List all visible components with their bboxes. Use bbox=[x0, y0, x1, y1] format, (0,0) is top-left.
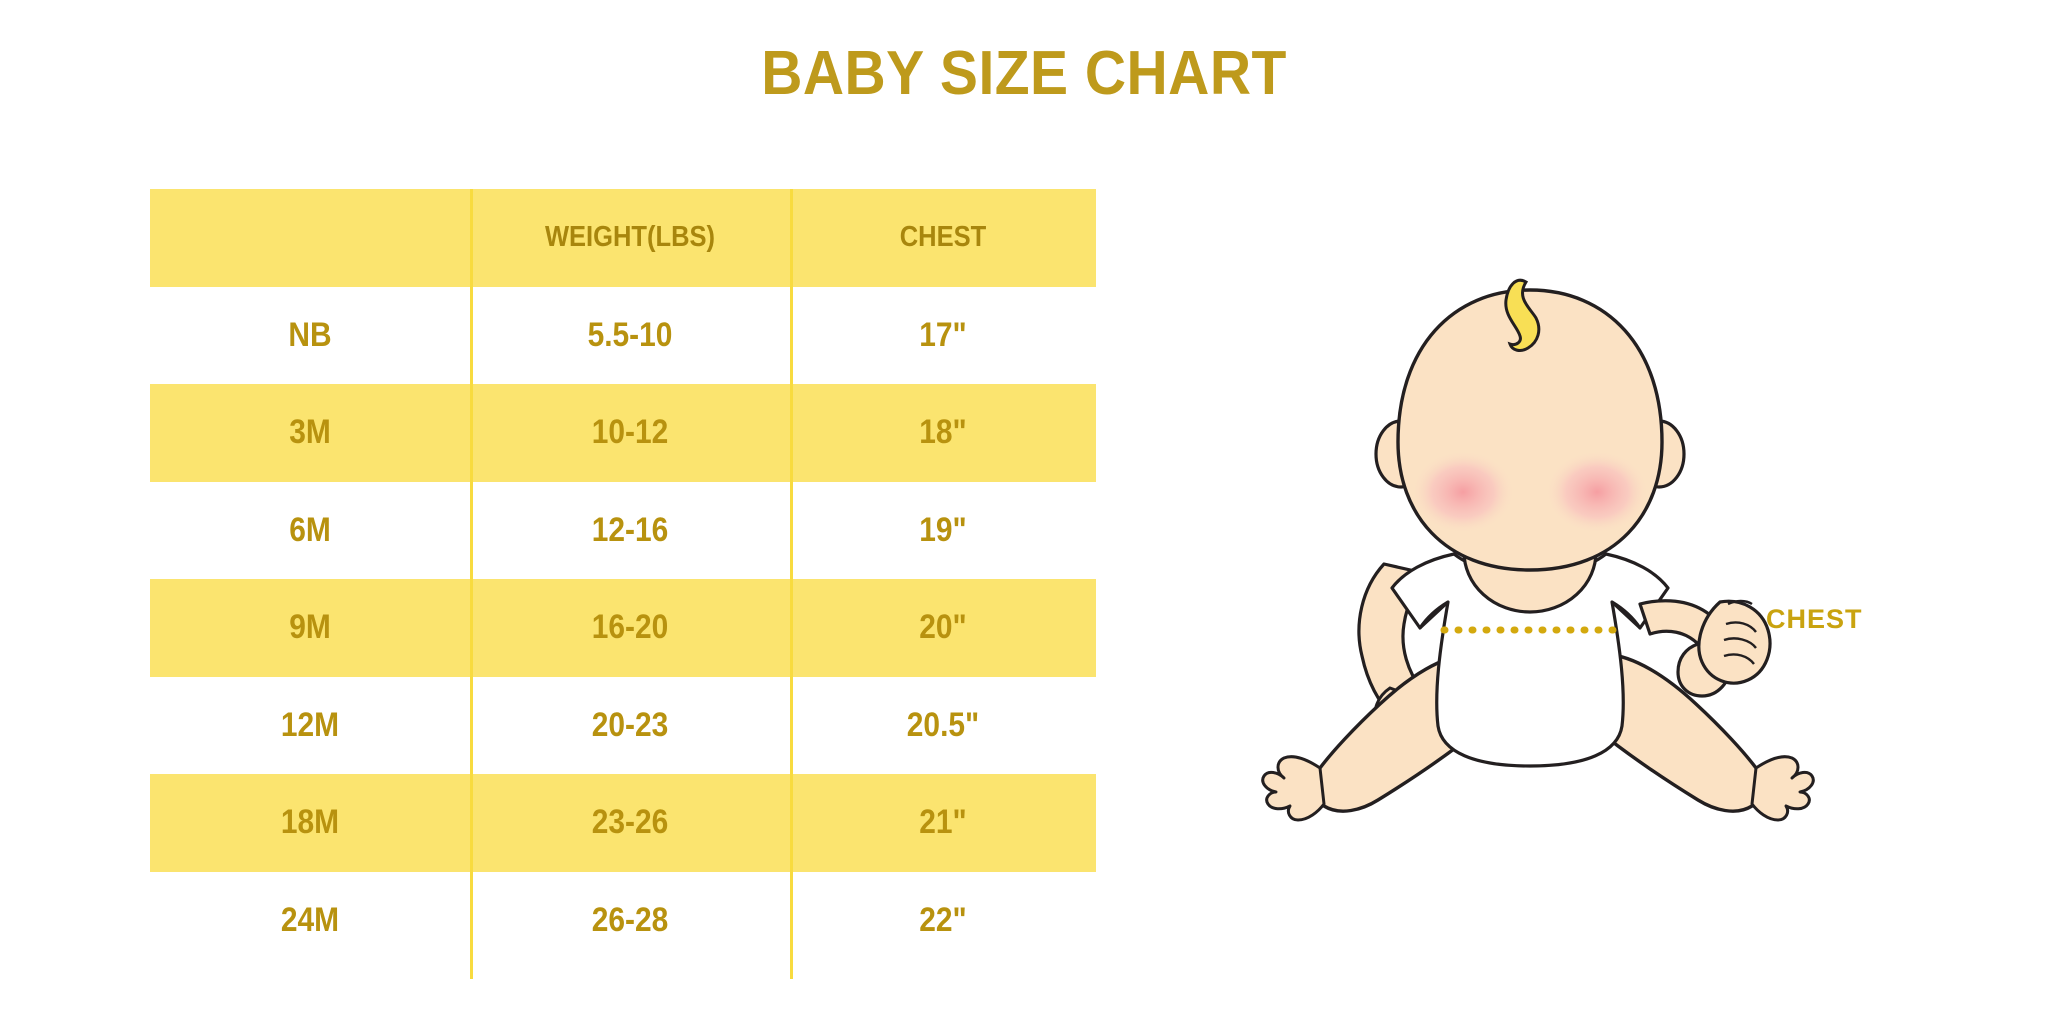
baby-cheeks bbox=[1411, 450, 1649, 534]
table-row: 3M 10-12 18" bbox=[150, 384, 1096, 482]
cell-weight: 10-12 bbox=[591, 413, 669, 452]
cell-chest: 20" bbox=[919, 608, 967, 647]
cell-chest: 18" bbox=[919, 413, 967, 452]
page-title: BABY SIZE CHART bbox=[761, 39, 1287, 108]
cell-size: 6M bbox=[289, 510, 331, 549]
table-row: 12M 20-23 20.5" bbox=[150, 677, 1096, 775]
baby-left-foot bbox=[1261, 755, 1326, 822]
baby-right-foot bbox=[1750, 755, 1815, 822]
cell-chest: 19" bbox=[919, 510, 967, 549]
cell-weight: 5.5-10 bbox=[587, 315, 673, 354]
baby-sitting-illustration bbox=[1261, 278, 1815, 822]
cell-weight: 26-28 bbox=[591, 900, 669, 939]
cell-size: 3M bbox=[289, 413, 331, 452]
cell-weight: 20-23 bbox=[591, 705, 669, 744]
baby-hair-curl bbox=[1504, 278, 1541, 353]
size-table: WEIGHT(LBS) CHEST NB 5.5-10 17" 3M 10-12… bbox=[150, 189, 1096, 979]
table-row: 18M 23-26 21" bbox=[150, 774, 1096, 872]
cell-chest: 22" bbox=[919, 900, 967, 939]
cell-size: NB bbox=[288, 315, 332, 354]
table-row: 6M 12-16 19" bbox=[150, 482, 1096, 580]
cell-weight: 23-26 bbox=[591, 803, 669, 842]
table-header-row: WEIGHT(LBS) CHEST bbox=[150, 189, 1096, 287]
table-row: 24M 26-28 22" bbox=[150, 872, 1096, 970]
chest-label: CHEST bbox=[1766, 604, 1863, 634]
cell-weight: 16-20 bbox=[591, 608, 669, 647]
cell-chest: 20.5" bbox=[906, 705, 980, 744]
header-cell-chest: CHEST bbox=[899, 221, 987, 254]
header-cell-weight: WEIGHT(LBS) bbox=[544, 221, 716, 254]
cell-size: 12M bbox=[280, 705, 340, 744]
table-row: NB 5.5-10 17" bbox=[150, 287, 1096, 385]
cell-chest: 17" bbox=[919, 315, 967, 354]
cell-size: 18M bbox=[280, 803, 340, 842]
cell-size: 24M bbox=[280, 900, 340, 939]
table-row: 9M 16-20 20" bbox=[150, 579, 1096, 677]
cell-size: 9M bbox=[289, 608, 331, 647]
baby-right-fist bbox=[1697, 599, 1772, 685]
cell-weight: 12-16 bbox=[591, 510, 669, 549]
cell-chest: 21" bbox=[919, 803, 967, 842]
